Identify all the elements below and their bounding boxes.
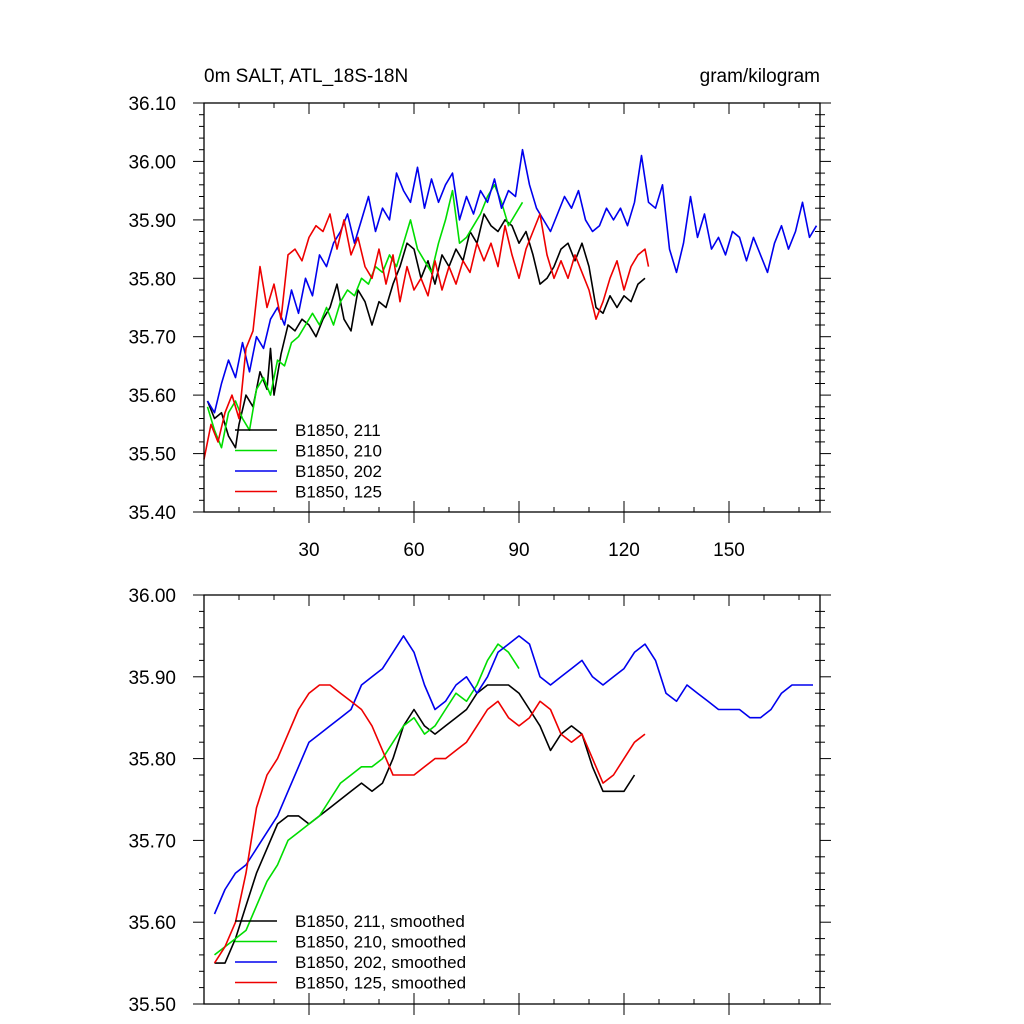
y-tick-label: 36.10 [128, 94, 176, 115]
x-tick-label: 120 [608, 540, 640, 561]
axis-ticks: 30 60 90 120 150 35.40 35.50 35.60 35.70 35.80 35.… [128, 94, 831, 561]
series-line [214, 643, 520, 956]
series-line [203, 213, 650, 460]
bottom-chart: 35.50 35.60 35.70 35.80 35.90 36.00 B1850, 21… [128, 586, 831, 1016]
units-label: gram/kilogram [700, 66, 820, 87]
series-line [213, 684, 646, 964]
y-tick-label: 36.00 [128, 152, 176, 173]
series-line [206, 148, 818, 414]
y-tick-label: 35.50 [128, 445, 176, 466]
y-tick-label: 35.70 [128, 831, 176, 852]
y-tick-label: 35.70 [128, 328, 176, 349]
y-tick-label: 35.80 [128, 269, 176, 290]
legend-label: B1850, 125 [295, 483, 382, 502]
y-tick-label: 35.80 [128, 750, 176, 771]
y-tick-label: 35.90 [128, 668, 176, 689]
top-chart: 0m SALT, ATL_18S-18N gram/kilogram 30 60 9… [128, 66, 831, 561]
legend-label: B1850, 211, smoothed [295, 912, 465, 931]
legend-label: B1850, 202, smoothed [295, 953, 466, 972]
series-lines [203, 148, 818, 460]
series-lines [213, 635, 813, 964]
y-tick-label: 35.60 [128, 913, 176, 934]
legend-label: B1850, 125, smoothed [295, 974, 466, 993]
axis-ticks: 35.50 35.60 35.70 35.80 35.90 36.00 [128, 586, 831, 1016]
plot-frame [203, 594, 821, 1005]
series-line [206, 184, 524, 449]
legend: B1850, 211, smoothed B1850, 210, smoothed… [235, 912, 466, 993]
x-tick-label: 30 [298, 540, 319, 561]
chart-title: 0m SALT, ATL_18S-18N [204, 66, 408, 87]
legend-label: B1850, 210 [295, 442, 382, 461]
legend-label: B1850, 202 [295, 462, 382, 481]
x-tick-label: 150 [713, 540, 745, 561]
series-line [206, 213, 646, 449]
legend-label: B1850, 211 [295, 421, 381, 440]
series-line [213, 635, 813, 915]
y-tick-label: 35.90 [128, 211, 176, 232]
plot-frame [203, 102, 821, 513]
x-tick-label: 60 [403, 540, 424, 561]
y-tick-label: 35.40 [128, 503, 176, 524]
legend-label: B1850, 210, smoothed [295, 933, 466, 952]
series-line [214, 684, 636, 964]
y-tick-label: 35.60 [128, 386, 176, 407]
x-tick-label: 90 [508, 540, 529, 561]
y-tick-label: 35.50 [128, 995, 176, 1016]
y-tick-label: 36.00 [128, 586, 176, 607]
